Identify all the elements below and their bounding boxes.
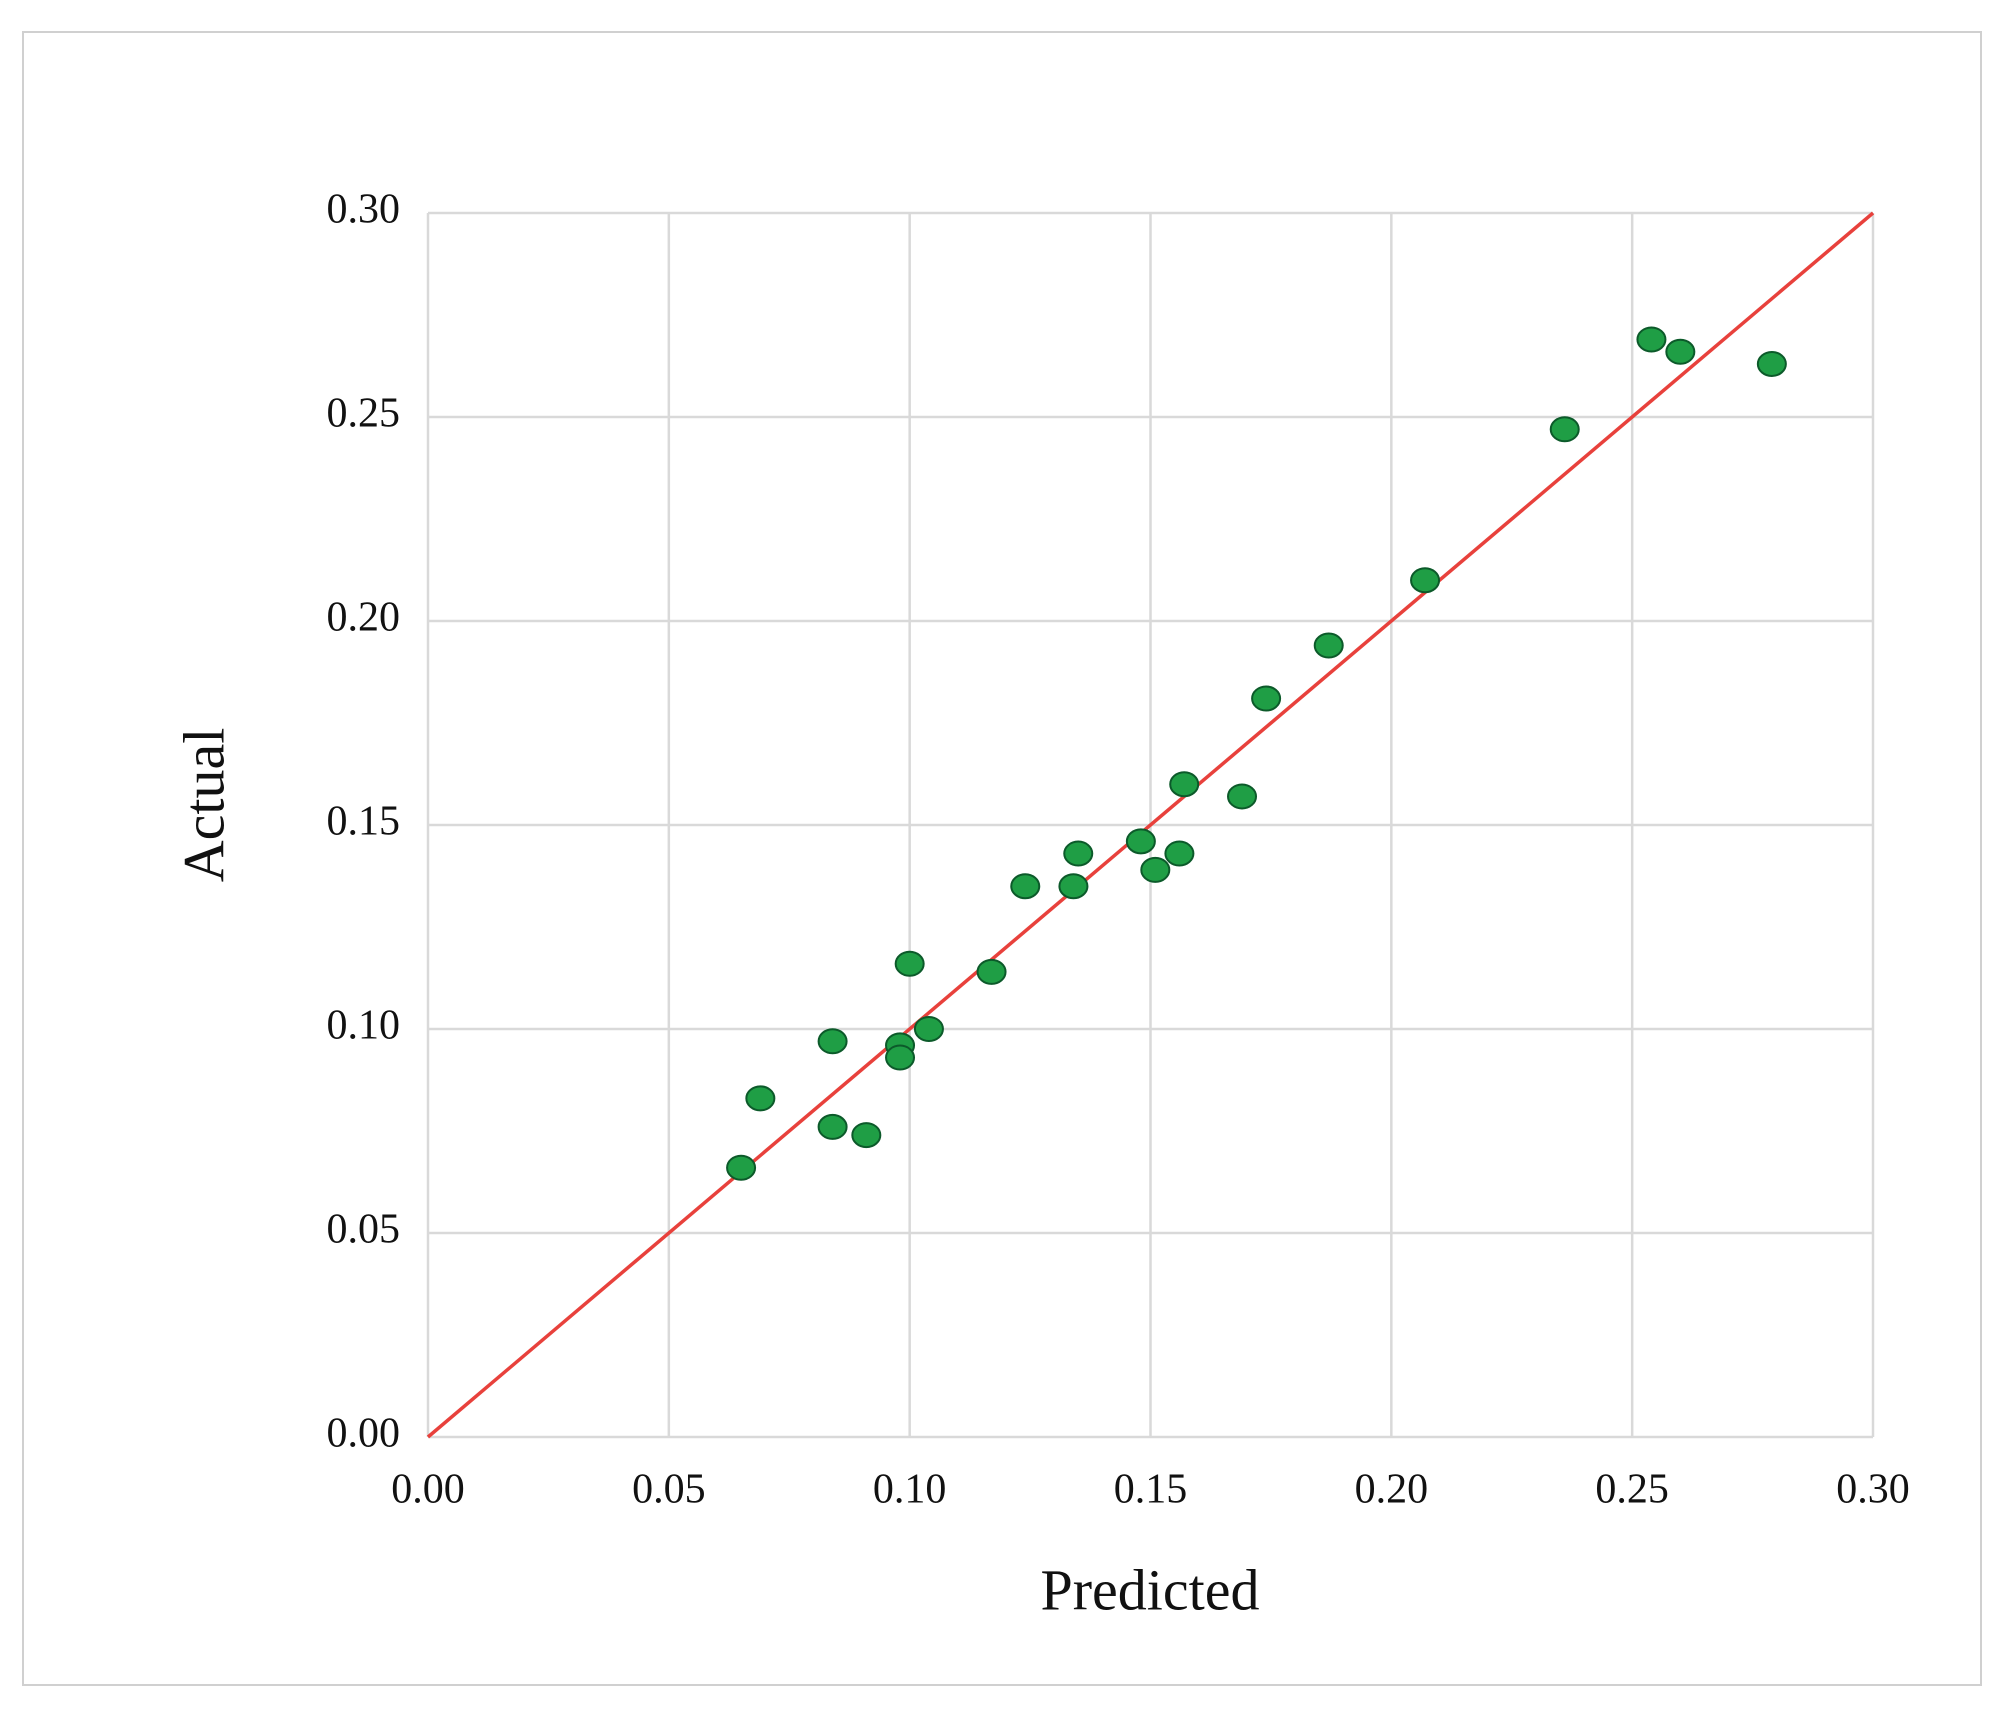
- y-axis-title: Actual: [171, 728, 236, 883]
- x-axis-title: Predicted: [1040, 1557, 1259, 1622]
- data-point: [1058, 873, 1089, 900]
- x-tick-label: 0.10: [873, 1467, 947, 1513]
- data-point: [1549, 416, 1580, 443]
- data-point: [1756, 350, 1787, 377]
- data-point: [817, 1113, 848, 1140]
- x-tick-label: 0.30: [1836, 1467, 1910, 1513]
- data-point: [1227, 783, 1258, 810]
- x-tick-label: 0.00: [391, 1467, 465, 1513]
- data-point: [885, 1044, 916, 1071]
- x-tick-label: 0.20: [1355, 1467, 1429, 1513]
- y-tick-label: 0.15: [327, 799, 401, 845]
- y-tick-label: 0.05: [327, 1207, 401, 1253]
- x-tick-label: 0.05: [632, 1467, 706, 1513]
- data-point: [726, 1154, 757, 1181]
- data-point: [1140, 856, 1171, 883]
- x-tick-label: 0.25: [1595, 1467, 1669, 1513]
- data-point: [1636, 326, 1667, 353]
- data-point: [976, 958, 1007, 985]
- y-tick-label: 0.25: [327, 391, 401, 437]
- chart-frame: [22, 31, 1982, 1686]
- y-tick-label: 0.30: [327, 187, 401, 233]
- data-point: [1313, 632, 1344, 659]
- data-point: [1169, 771, 1200, 798]
- data-point: [1125, 828, 1156, 855]
- data-point: [913, 1016, 944, 1042]
- data-point: [851, 1122, 882, 1149]
- y-tick-label: 0.00: [327, 1411, 401, 1457]
- data-point: [1665, 338, 1696, 365]
- data-point: [894, 950, 925, 977]
- data-point: [1010, 873, 1041, 900]
- data-point: [745, 1085, 776, 1112]
- data-point: [817, 1028, 848, 1055]
- x-tick-label: 0.15: [1114, 1467, 1188, 1513]
- data-point: [1164, 840, 1195, 867]
- data-point: [1063, 840, 1094, 867]
- y-tick-label: 0.10: [327, 1003, 401, 1049]
- identity-line: [426, 211, 1875, 1439]
- data-point: [1251, 685, 1282, 712]
- y-tick-label: 0.20: [327, 595, 401, 641]
- data-point: [1410, 567, 1441, 594]
